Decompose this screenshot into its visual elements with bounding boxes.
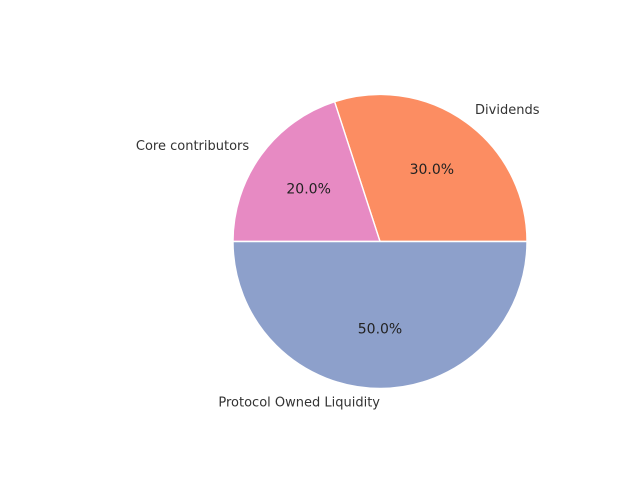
slice-percent-dividends: 30.0%	[410, 162, 454, 178]
pie-slice-dividends	[333, 93, 528, 243]
slice-label-dividends: Dividends	[475, 103, 540, 118]
slices-layer	[232, 93, 528, 390]
pie-slice-core-contributors	[232, 100, 381, 243]
slice-percent-protocol-owned-liquidity: 50.0%	[358, 322, 402, 338]
labels-layer: Dividends 30.0% Core contributors 20.0% Prot…	[136, 103, 540, 411]
pie-slice-protocol-owned-liquidity	[232, 240, 528, 390]
slice-label-protocol-owned-liquidity: Protocol Owned Liquidity	[218, 396, 380, 411]
slice-label-core-contributors: Core contributors	[136, 139, 250, 154]
slice-percent-core-contributors: 20.0%	[286, 182, 330, 198]
